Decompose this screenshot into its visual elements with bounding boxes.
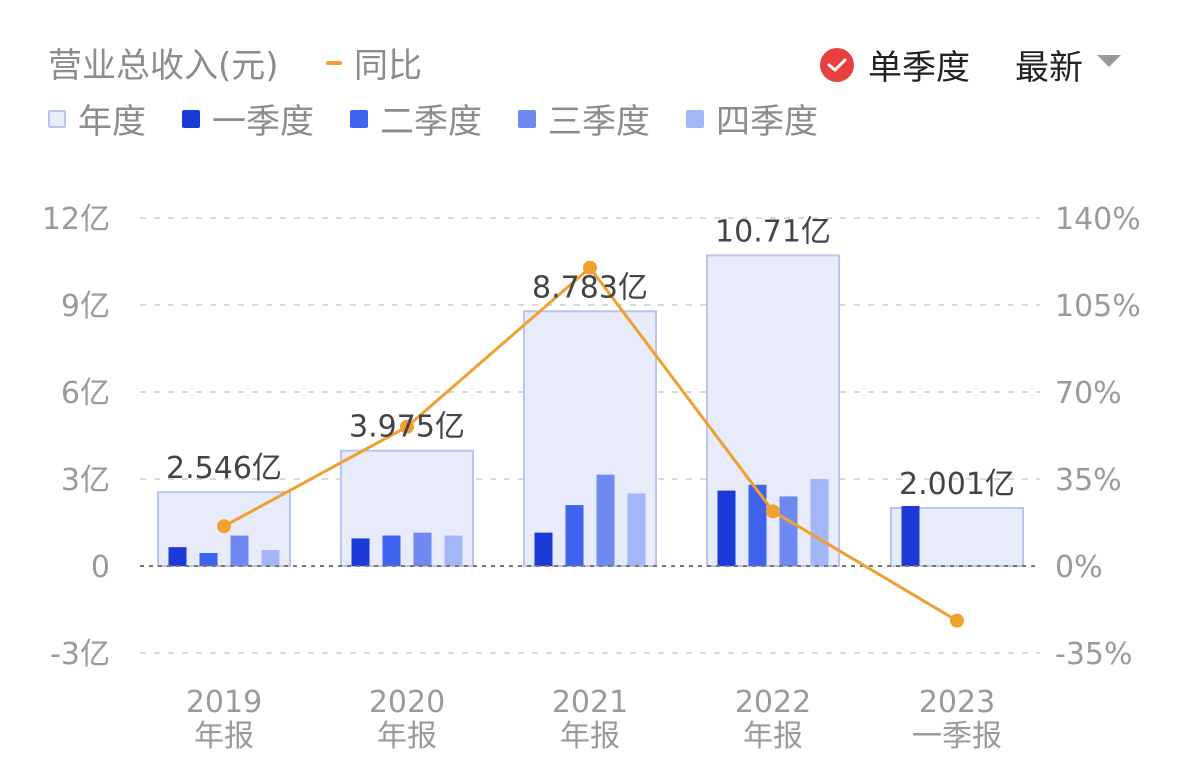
y-right-tick-label: 105%	[1055, 289, 1141, 324]
yoy-point	[217, 519, 231, 534]
x-tick-label-period: 年报	[560, 719, 620, 754]
legend-item-q1[interactable]: 一季度	[182, 94, 314, 143]
quarter-bar	[199, 552, 218, 566]
quarter-bar	[810, 479, 829, 566]
quarter-bar	[261, 550, 280, 566]
quarter-bar	[901, 505, 920, 566]
quarter-bar	[413, 532, 432, 566]
x-tick-label-year: 2020	[369, 685, 445, 720]
chart-header: 营业总收入(元) 同比 单季度 最新 年度 一季度 二季度 三季度	[0, 0, 1179, 150]
legend-swatch	[350, 109, 368, 128]
quarter-bar	[748, 484, 767, 566]
quarter-bar	[565, 505, 584, 566]
y-left-tick-label: 12亿	[42, 202, 110, 237]
caret-down-icon	[1097, 54, 1121, 67]
legend-swatch	[48, 109, 66, 128]
sort-dropdown[interactable]: 最新	[1015, 40, 1121, 89]
quarter-bar	[444, 535, 463, 566]
legend-swatch	[686, 109, 704, 128]
legend-label: 三季度	[548, 102, 650, 142]
yoy-legend-label: 同比	[354, 46, 422, 86]
legend-label: 年度	[78, 102, 146, 142]
annual-value-label: 3.975亿	[349, 410, 465, 445]
annual-value-label: 8.783亿	[532, 270, 648, 305]
yoy-point	[950, 613, 964, 628]
x-tick-label-period: 年报	[194, 719, 254, 754]
y-right-tick-label: -35%	[1055, 637, 1133, 672]
yoy-point	[766, 504, 780, 519]
quarter-bar	[382, 535, 401, 566]
y-left-tick-label: -3亿	[50, 637, 110, 672]
legend-swatch	[518, 109, 536, 128]
x-tick-label-period: 年报	[743, 719, 803, 754]
y-left-tick-label: 3亿	[61, 463, 110, 498]
quarter-bar	[717, 490, 736, 566]
legend-swatch	[182, 109, 200, 128]
legend-label: 一季度	[212, 102, 314, 142]
x-tick-label-year: 2019	[186, 685, 262, 720]
quarter-bar	[168, 547, 187, 566]
quarter-bar	[779, 496, 798, 566]
legend-label: 四季度	[716, 102, 818, 142]
quarter-bar	[351, 538, 370, 566]
sort-dropdown-label: 最新	[1015, 48, 1083, 88]
y-right-tick-label: 35%	[1055, 463, 1122, 498]
y-right-tick-label: 140%	[1055, 202, 1141, 237]
y-left-tick-label: 6亿	[61, 376, 110, 411]
series-legend: 年度 一季度 二季度 三季度 四季度	[48, 94, 818, 143]
metric-title: 营业总收入(元)	[48, 46, 279, 86]
label-layer: 12亿 140% 9亿 105% 6亿 70% 3亿 35% 0 0% -3亿 -35% 2.546亿 3…	[42, 202, 1141, 754]
legend-label: 二季度	[380, 102, 482, 142]
quarter-bars	[168, 474, 920, 566]
x-tick-label-year: 2021	[552, 685, 628, 720]
quarter-bar	[534, 532, 553, 566]
x-tick-label-year: 2023	[919, 685, 995, 720]
annual-value-label: 2.546亿	[166, 451, 282, 486]
y-right-tick-label: 70%	[1055, 376, 1122, 411]
quarter-bar	[596, 474, 615, 566]
legend-item-q2[interactable]: 二季度	[350, 94, 482, 143]
legend-item-q4[interactable]: 四季度	[686, 94, 818, 143]
single-quarter-label: 单季度	[868, 48, 970, 88]
single-quarter-toggle[interactable]: 单季度	[820, 40, 970, 89]
x-tick-label-period: 一季报	[912, 719, 1002, 754]
x-tick-label-year: 2022	[735, 685, 811, 720]
yoy-line-layer	[217, 260, 964, 628]
checkmark-icon	[820, 47, 854, 82]
x-tick-label-period: 年报	[377, 719, 437, 754]
quarter-bar	[230, 535, 249, 566]
legend-item-annual[interactable]: 年度	[48, 94, 146, 143]
yoy-line-swatch	[326, 60, 342, 65]
annual-value-label: 2.001亿	[899, 467, 1015, 502]
yoy-legend: 同比	[326, 38, 422, 87]
yoy-point	[583, 260, 597, 275]
yoy-point	[400, 419, 414, 434]
legend-item-q3[interactable]: 三季度	[518, 94, 650, 143]
annual-value-label: 10.71亿	[715, 214, 831, 249]
quarter-bar	[627, 493, 646, 566]
y-left-tick-label: 9亿	[61, 289, 110, 324]
y-left-tick-label: 0	[91, 550, 110, 585]
y-right-tick-label: 0%	[1055, 550, 1103, 585]
